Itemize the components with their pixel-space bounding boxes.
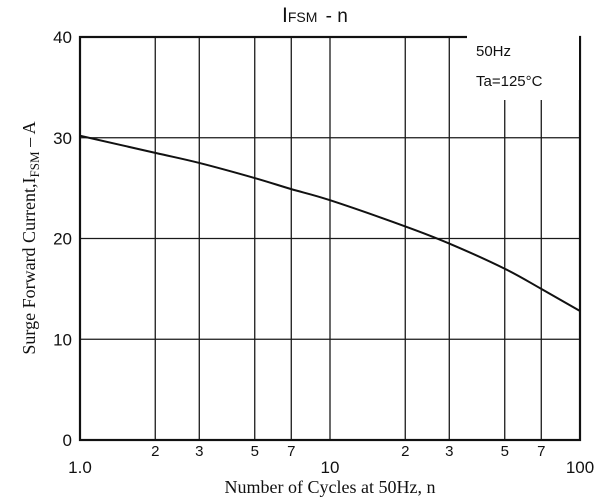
y-tick-label: 0 [63,431,72,450]
x-minor-tick-label: 3 [195,443,203,460]
series-line-isfm [79,134,581,312]
annotation-frequency: 50Hz [476,43,511,60]
x-major-tick-label: 100 [566,458,594,477]
x-minor-tick-label: 5 [251,443,259,460]
y-axis-label: Surge Forward Current,IFSM – A [19,121,42,354]
plot-frame [78,35,582,442]
x-minor-tick-label: 3 [445,443,453,460]
y-tick-label: 40 [53,28,72,47]
x-major-tick-label: 1.0 [68,458,92,477]
y-tick-label: 10 [53,330,72,349]
annotation-temperature: Ta=125°C [476,73,543,90]
x-minor-tick-label: 5 [501,443,509,460]
x-major-tick-label: 10 [321,458,340,477]
y-tick-labels: 0 10 20 30 40 [53,28,72,450]
annotation-box [467,34,579,100]
y-tick-label: 30 [53,129,72,148]
x-tick-labels: 1.0 10 100 2 3 5 7 2 3 5 7 [68,443,594,477]
y-tick-label: 20 [53,230,72,249]
chart-title: IFSM - n [282,4,348,27]
x-minor-tick-label: 7 [537,443,545,460]
x-minor-tick-label: 2 [151,443,159,460]
x-axis-label: Number of Cycles at 50Hz, n [225,477,436,497]
x-minor-tick-label: 2 [401,443,409,460]
x-minor-tick-label: 7 [287,443,295,460]
